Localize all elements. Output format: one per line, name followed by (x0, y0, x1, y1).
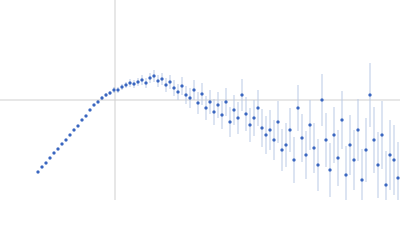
data-point (356, 128, 360, 132)
data-point (224, 100, 228, 104)
data-point (256, 106, 260, 110)
data-point (180, 84, 184, 88)
data-point (292, 158, 296, 162)
data-point (192, 88, 196, 92)
data-point (280, 148, 284, 152)
data-point (196, 101, 200, 105)
data-point (64, 138, 68, 142)
data-point (376, 163, 380, 167)
data-point (136, 80, 140, 84)
data-point (212, 110, 216, 114)
data-point (132, 82, 136, 86)
data-point (268, 128, 272, 132)
data-point (164, 83, 168, 87)
data-point (184, 93, 188, 97)
data-point (60, 142, 64, 146)
data-point (220, 113, 224, 117)
data-point (96, 100, 100, 104)
data-point (284, 143, 288, 147)
data-point (48, 156, 52, 160)
data-point (308, 123, 312, 127)
data-point (264, 133, 268, 137)
data-point (368, 93, 372, 97)
data-point (232, 108, 236, 112)
data-point (40, 165, 44, 169)
data-point (148, 76, 152, 80)
data-point (140, 78, 144, 82)
data-point (344, 173, 348, 177)
data-point (392, 158, 396, 162)
data-point (160, 77, 164, 81)
data-point (76, 124, 80, 128)
data-point (200, 92, 204, 96)
data-point (276, 120, 280, 124)
data-point (312, 146, 316, 150)
data-point (360, 178, 364, 182)
data-point (320, 98, 324, 102)
data-point (244, 112, 248, 116)
data-point (372, 138, 376, 142)
data-point (120, 85, 124, 89)
data-point (188, 96, 192, 100)
data-point (340, 118, 344, 122)
data-point (328, 168, 332, 172)
data-point (288, 128, 292, 132)
data-point (152, 74, 156, 78)
data-point (248, 123, 252, 127)
data-point (52, 151, 56, 155)
data-point (44, 161, 48, 165)
data-point (204, 106, 208, 110)
data-point (168, 80, 172, 84)
data-point (208, 100, 212, 104)
data-point (108, 91, 112, 95)
data-point (260, 126, 264, 130)
data-point (124, 83, 128, 87)
data-point (72, 128, 76, 132)
data-point (252, 116, 256, 120)
data-point (236, 116, 240, 120)
data-point (68, 133, 72, 137)
data-point (92, 103, 96, 107)
data-point (272, 138, 276, 142)
data-point (176, 90, 180, 94)
data-point (156, 79, 160, 83)
data-point (228, 120, 232, 124)
data-point (324, 138, 328, 142)
data-point (316, 163, 320, 167)
data-point (100, 96, 104, 100)
data-point (380, 133, 384, 137)
data-point (216, 103, 220, 107)
data-point (296, 106, 300, 110)
data-point (84, 114, 88, 118)
chart (0, 0, 400, 200)
data-point (336, 156, 340, 160)
data-point (388, 153, 392, 157)
data-point (352, 158, 356, 162)
data-point (144, 81, 148, 85)
data-point (348, 143, 352, 147)
data-point (172, 86, 176, 90)
data-point (104, 93, 108, 97)
data-point (384, 183, 388, 187)
data-point (116, 88, 120, 92)
data-point (128, 81, 132, 85)
data-point (300, 136, 304, 140)
data-point (332, 133, 336, 137)
data-point (56, 147, 60, 151)
data-point (80, 118, 84, 122)
data-point (112, 88, 116, 92)
data-point (304, 153, 308, 157)
data-point (396, 176, 400, 180)
data-point (88, 108, 92, 112)
data-point (36, 170, 40, 174)
data-point (364, 148, 368, 152)
data-point (240, 93, 244, 97)
